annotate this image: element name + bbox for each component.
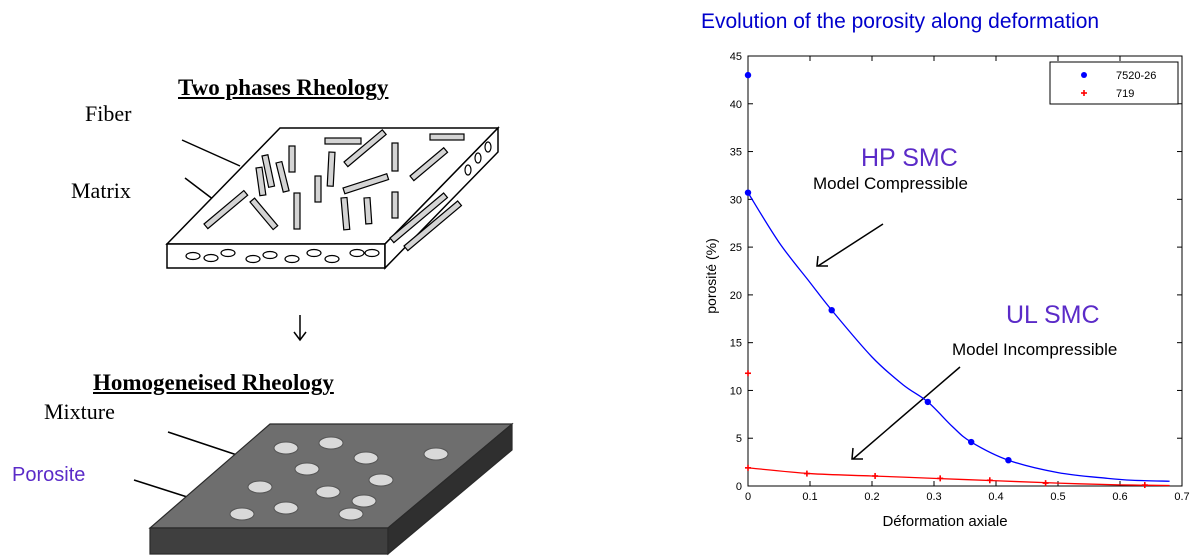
- fiber-label: Fiber: [85, 101, 132, 126]
- y-tick-label: 40: [730, 99, 742, 111]
- mixture-plate-front: [149, 527, 389, 555]
- data-point: [744, 189, 752, 196]
- x-tick-label: 0.1: [802, 491, 817, 503]
- y-tick-label: 5: [736, 433, 742, 445]
- data-point: [1141, 482, 1148, 489]
- fit-curve-1: [747, 467, 1170, 487]
- legend-marker: [1081, 72, 1087, 78]
- y-axis-label: porosité (%): [703, 238, 719, 313]
- homogeneised-heading: Homogeneised Rheology: [93, 370, 334, 395]
- homogeneised-plate-illustration: [133, 422, 514, 556]
- ul-arrow: [852, 366, 961, 460]
- y-tick-label: 0: [736, 481, 742, 493]
- legend-entry-label: 7520-26: [1116, 70, 1156, 82]
- down-arrow: [293, 315, 307, 342]
- data-point: [986, 477, 993, 484]
- x-tick-label: 0.3: [926, 491, 941, 503]
- data-point: [937, 475, 944, 482]
- ul-smc-annotation: UL SMC: [1006, 301, 1100, 329]
- x-tick-label: 0.7: [1174, 491, 1189, 503]
- data-point: [1042, 480, 1049, 487]
- data-point: [745, 370, 751, 377]
- porosite-label: Porosite: [12, 464, 86, 486]
- x-tick-label: 0.4: [988, 491, 1003, 503]
- fiber-leader-line: [181, 139, 241, 167]
- x-axis-label: Déformation axiale: [882, 513, 1007, 530]
- porosity-chart: 0 0.1 0.2 0.3 0.4 0.5 0.6 0.7 0 5 10 15 20 25 30 35 40 45…: [703, 51, 1190, 530]
- data-point: [1005, 457, 1012, 464]
- fibers: [203, 129, 465, 252]
- data-point: [872, 472, 879, 479]
- legend-box: [1049, 61, 1179, 105]
- legend: 7520-26 719: [1049, 61, 1179, 105]
- y-tick-label: 35: [730, 147, 742, 159]
- chart-title: Evolution of the porosity along deformat…: [701, 10, 1100, 33]
- fiber-ends: [185, 141, 492, 264]
- x-tick-label: 0.2: [864, 491, 879, 503]
- matrix-label: Matrix: [71, 178, 131, 203]
- y-tick-label: 10: [730, 385, 742, 397]
- y-tick-label: 20: [730, 290, 742, 302]
- y-tick-label: 15: [730, 338, 742, 350]
- two-phase-heading: Two phases Rheology: [178, 75, 389, 100]
- y-tick-label: 25: [730, 242, 742, 254]
- series-1: [745, 370, 1170, 489]
- x-tick-label: 0: [745, 491, 751, 503]
- mixture-leader-line: [167, 431, 241, 457]
- data-point: [828, 306, 835, 314]
- ul-model-annotation: Model Incompressible: [952, 340, 1118, 359]
- mixture-plate-side: [387, 422, 513, 556]
- data-point: [745, 464, 751, 471]
- series-0: [744, 71, 1170, 482]
- hp-model-annotation: Model Compressible: [813, 174, 968, 193]
- data-point: [968, 438, 975, 446]
- mixture-label: Mixture: [44, 399, 115, 424]
- y-tick-label: 45: [730, 51, 742, 63]
- hp-arrow: [817, 223, 884, 267]
- data-point: [803, 470, 810, 477]
- two-phase-composite-illustration: [165, 126, 500, 270]
- pores: [229, 436, 449, 521]
- hp-smc-annotation: HP SMC: [861, 144, 958, 172]
- legend-marker: [1081, 90, 1087, 96]
- legend-entry-label: 719: [1116, 88, 1134, 100]
- matrix-leader-line: [184, 177, 215, 201]
- plot-frame: [747, 55, 1183, 487]
- data-point: [744, 71, 752, 79]
- x-tick-label: 0.5: [1050, 491, 1065, 503]
- annotation-arrows: [816, 223, 961, 460]
- x-tick-label: 0.6: [1112, 491, 1127, 503]
- y-tick-label: 30: [730, 194, 742, 206]
- fit-curve-0: [747, 192, 1170, 482]
- data-point: [924, 398, 931, 406]
